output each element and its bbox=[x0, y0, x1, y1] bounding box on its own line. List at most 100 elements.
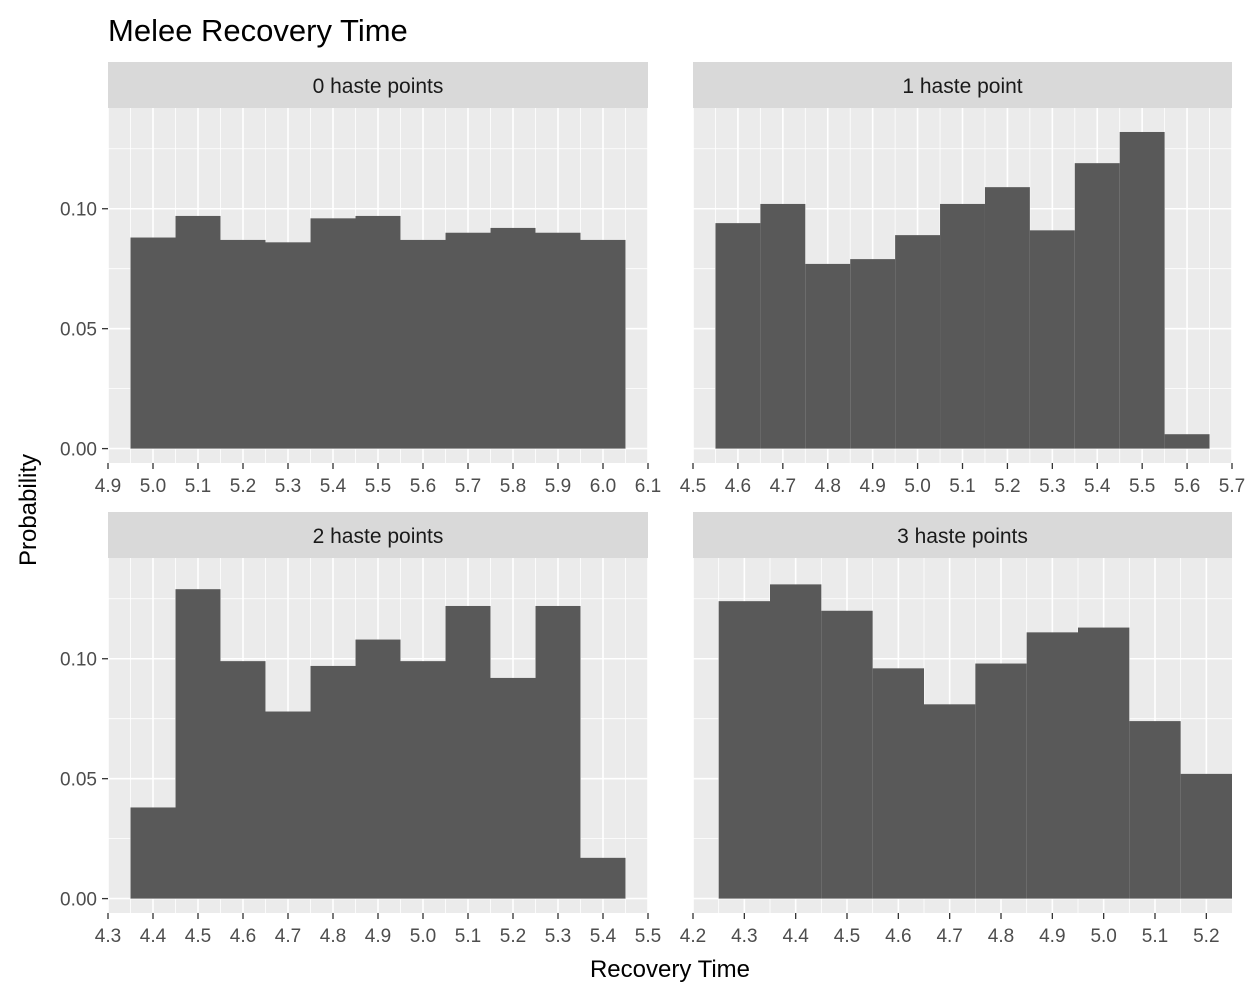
histogram-bar bbox=[175, 215, 221, 449]
x-tick-label: 4.7 bbox=[770, 476, 796, 497]
x-tick-label: 4.3 bbox=[95, 926, 121, 947]
x-tick-label: 5.1 bbox=[1142, 926, 1168, 947]
x-tick-label: 4.7 bbox=[936, 926, 962, 947]
histogram-bar bbox=[400, 239, 446, 449]
histogram-bar bbox=[265, 242, 311, 449]
x-tick-label: 5.1 bbox=[185, 476, 211, 497]
histogram-bar bbox=[445, 232, 491, 449]
histogram-bar bbox=[580, 857, 626, 899]
x-tick-label: 4.9 bbox=[1039, 926, 1065, 947]
histogram-bar bbox=[580, 239, 626, 449]
x-tick-label: 5.2 bbox=[500, 926, 526, 947]
histogram-bar bbox=[715, 223, 761, 449]
x-tick-label: 5.6 bbox=[410, 476, 436, 497]
histogram-bar bbox=[445, 605, 491, 899]
histogram-bar bbox=[1164, 434, 1210, 449]
y-tick-label: 0.10 bbox=[60, 200, 97, 221]
x-tick-label: 5.2 bbox=[1193, 926, 1219, 947]
histogram-bar bbox=[1119, 131, 1165, 449]
x-tick-label: 4.9 bbox=[95, 476, 121, 497]
y-tick-label: 0.10 bbox=[60, 650, 97, 671]
x-axis-title: Recovery Time bbox=[590, 956, 750, 983]
chart-title: Melee Recovery Time bbox=[108, 13, 408, 48]
facet-strip-label: 2 haste points bbox=[313, 525, 444, 548]
histogram-bar bbox=[770, 584, 822, 899]
facet-strip bbox=[693, 62, 1232, 108]
x-tick-label: 5.3 bbox=[275, 476, 301, 497]
histogram-bar bbox=[895, 235, 941, 449]
x-tick-label: 5.4 bbox=[1084, 476, 1111, 497]
x-tick-label: 4.5 bbox=[185, 926, 211, 947]
x-tick-label: 4.4 bbox=[782, 926, 809, 947]
histogram-bar bbox=[1078, 627, 1130, 899]
y-tick-label: 0.05 bbox=[60, 320, 97, 341]
x-tick-label: 4.4 bbox=[140, 926, 167, 947]
histogram-bar bbox=[265, 711, 311, 899]
histogram-bar bbox=[130, 807, 176, 899]
x-tick-label: 5.0 bbox=[140, 476, 166, 497]
x-tick-label: 5.0 bbox=[410, 926, 436, 947]
x-tick-label: 5.3 bbox=[1039, 476, 1065, 497]
histogram-bar bbox=[130, 237, 176, 449]
x-tick-label: 4.8 bbox=[988, 926, 1014, 947]
facet-strip-label: 0 haste points bbox=[313, 75, 444, 98]
x-tick-label: 5.1 bbox=[949, 476, 975, 497]
facet-strip bbox=[108, 62, 648, 108]
histogram-bar bbox=[175, 589, 221, 899]
x-tick-label: 4.6 bbox=[885, 926, 911, 947]
histogram-bar bbox=[1074, 163, 1120, 449]
histogram-bar bbox=[1029, 230, 1075, 449]
x-tick-label: 5.5 bbox=[1129, 476, 1155, 497]
histogram-bar bbox=[1180, 773, 1232, 899]
y-tick-label: 0.00 bbox=[60, 890, 97, 911]
x-tick-label: 5.1 bbox=[455, 926, 481, 947]
histogram-bar bbox=[1026, 632, 1078, 899]
histogram-bar bbox=[872, 668, 924, 899]
x-tick-label: 4.5 bbox=[680, 476, 706, 497]
histogram-bar bbox=[220, 661, 266, 899]
x-tick-label: 5.3 bbox=[545, 926, 571, 947]
x-tick-label: 5.5 bbox=[635, 926, 661, 947]
x-tick-label: 4.8 bbox=[815, 476, 841, 497]
histogram-bar bbox=[355, 215, 401, 449]
histogram-bar bbox=[821, 610, 873, 899]
histogram-bar bbox=[400, 661, 446, 899]
x-tick-label: 4.6 bbox=[230, 926, 256, 947]
x-tick-label: 4.5 bbox=[834, 926, 860, 947]
histogram-bar bbox=[760, 203, 806, 449]
x-tick-label: 5.4 bbox=[590, 926, 617, 947]
y-tick-label: 0.05 bbox=[60, 770, 97, 791]
x-tick-label: 4.7 bbox=[275, 926, 301, 947]
x-tick-label: 4.3 bbox=[731, 926, 757, 947]
histogram-bar bbox=[805, 263, 851, 449]
facet-strip-label: 1 haste point bbox=[902, 75, 1022, 98]
x-tick-label: 4.2 bbox=[680, 926, 706, 947]
x-tick-label: 5.5 bbox=[365, 476, 391, 497]
facet-panel: 1 haste point 4.5 4.6 4.7 4.8 4.9 5.0 5.1 5.2 5.3… bbox=[680, 62, 1245, 497]
x-tick-label: 5.2 bbox=[230, 476, 256, 497]
histogram-bar bbox=[984, 187, 1030, 449]
histogram-bar bbox=[924, 704, 976, 899]
facet-panel: 0 haste points 4.9 5.0 5.1 5.2 5.3 5.4 5.5 5.6 5.… bbox=[60, 62, 661, 497]
x-tick-label: 5.2 bbox=[994, 476, 1020, 497]
facet-strip bbox=[693, 512, 1232, 558]
histogram-bar bbox=[355, 639, 401, 899]
facet-strip-label: 3 haste points bbox=[897, 525, 1028, 548]
histogram-bar bbox=[535, 232, 581, 449]
x-tick-label: 5.0 bbox=[1090, 926, 1116, 947]
y-axis-title: Probability bbox=[15, 454, 42, 566]
histogram-bar bbox=[490, 227, 536, 449]
y-tick-label: 0.00 bbox=[60, 440, 97, 461]
histogram-bar bbox=[1129, 721, 1181, 899]
histogram-bar bbox=[535, 605, 581, 899]
x-tick-label: 5.7 bbox=[455, 476, 481, 497]
facet-panel: 2 haste points 4.3 4.4 4.5 4.6 4.7 4.8 4.9 5.0 5.… bbox=[60, 512, 661, 947]
histogram-bar bbox=[850, 259, 896, 449]
histogram-bar bbox=[975, 663, 1027, 899]
histogram-bar bbox=[718, 601, 770, 899]
x-tick-label: 4.6 bbox=[725, 476, 751, 497]
x-tick-label: 4.8 bbox=[320, 926, 346, 947]
x-tick-label: 5.4 bbox=[320, 476, 347, 497]
x-tick-label: 5.9 bbox=[545, 476, 571, 497]
